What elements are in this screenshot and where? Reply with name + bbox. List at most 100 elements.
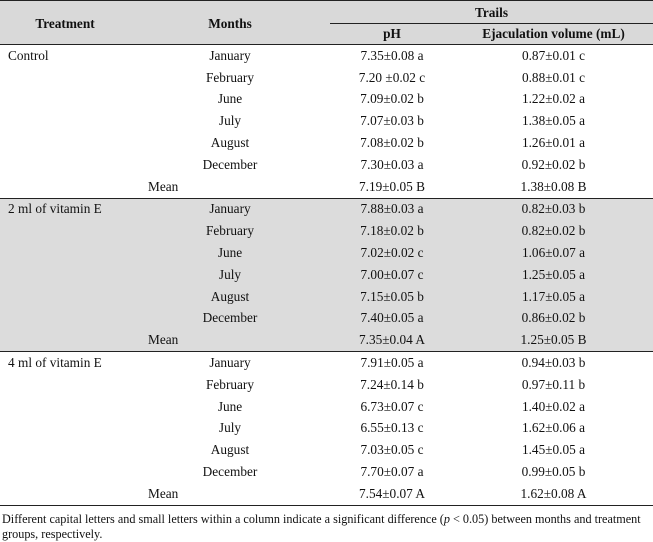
ejaculation-volume-cell: 1.62±0.08 A [520, 485, 587, 501]
treatment-cell [0, 396, 130, 418]
month-cell: August [130, 285, 330, 308]
treatment-cell [0, 418, 130, 440]
table-row: July 7.00±0.07 c 1.25±0.05 a [0, 263, 653, 286]
table-row: August 7.15±0.05 b 1.17±0.05 a [0, 285, 653, 308]
footnote-text-1: Different capital letters and small lett… [2, 511, 444, 526]
ph-cell: 7.35±0.04 A [330, 329, 454, 352]
treatment-cell [0, 89, 130, 111]
ph-cell: 7.18±0.02 b [330, 220, 454, 243]
ejaculation-volume-cell: 0.82±0.03 b [454, 197, 653, 221]
treatment-cell [0, 374, 130, 396]
ph-cell: 7.30±0.03 a [360, 156, 424, 172]
ph-cell: 7.19±0.05 B [358, 178, 426, 194]
month-cell: July [218, 420, 242, 436]
table-row: December 7.30±0.03 a 0.92±0.02 b [0, 154, 653, 176]
ph-cell: 7.70±0.07 a [360, 464, 424, 480]
mean-label: Mean [148, 178, 179, 194]
treatment-cell [0, 285, 130, 308]
ph-cell: 7.03±0.05 c [360, 442, 424, 458]
header-trails: Trails [330, 0, 653, 24]
treatment-cell [0, 67, 130, 89]
month-cell: August [210, 135, 250, 151]
month-cell: January [130, 197, 330, 221]
month-cell: December [202, 156, 258, 172]
ejaculation-volume-cell: 0.94±0.03 b [454, 351, 653, 374]
header-ejaculation-volume: Ejaculation volume (mL) [454, 23, 653, 45]
ejaculation-volume-cell: 0.97±0.11 b [521, 376, 586, 392]
ejaculation-volume-cell: 0.86±0.02 b [454, 307, 653, 330]
month-cell: January [130, 351, 330, 374]
header-months: Months [130, 0, 330, 45]
footnote-p: p [443, 511, 450, 526]
ejaculation-volume-cell: 1.40±0.02 a [521, 398, 586, 414]
treatment-cell [0, 307, 130, 330]
month-cell: June [130, 242, 330, 264]
ejaculation-volume-cell: 1.17±0.05 a [454, 285, 653, 308]
ejaculation-volume-cell: 1.45±0.05 a [521, 442, 586, 458]
month-cell: June [217, 91, 243, 107]
table-row: August 7.03±0.05 c 1.45±0.05 a [0, 439, 653, 461]
ph-cell: 7.00±0.07 c [330, 263, 454, 286]
ph-cell: 7.88±0.03 a [330, 197, 454, 221]
ejaculation-volume-cell: 1.38±0.05 a [521, 113, 586, 129]
table-header: Treatment Months Trails pH Ejaculation v… [0, 0, 653, 45]
ejaculation-volume-cell: 1.62±0.06 a [521, 420, 586, 436]
month-cell: August [210, 442, 250, 458]
ejaculation-volume-cell: 1.22±0.02 a [521, 91, 586, 107]
month-cell: February [206, 69, 254, 85]
treatment-cell [0, 263, 130, 286]
ejaculation-volume-cell: 0.99±0.05 b [521, 464, 586, 480]
ejaculation-volume-cell: 1.25±0.05 B [454, 329, 653, 352]
treatment-cell [0, 461, 130, 483]
results-table: Treatment Months Trails pH Ejaculation v… [0, 0, 653, 506]
mean-label: Mean [130, 329, 330, 352]
month-cell: February [206, 376, 254, 392]
table-row: June 7.09±0.02 b 1.22±0.02 a [0, 89, 653, 111]
table-row: August 7.08±0.02 b 1.26±0.01 a [0, 132, 653, 154]
ph-cell: 6.55±0.13 c [360, 420, 424, 436]
month-cell: December [130, 307, 330, 330]
ph-cell: 7.40±0.05 a [330, 307, 454, 330]
ph-cell: 7.08±0.02 b [360, 135, 424, 151]
table-row: June 6.73±0.07 c 1.40±0.02 a [0, 396, 653, 418]
mean-row: Mean 7.35±0.04 A 1.25±0.05 B [0, 329, 653, 352]
ph-cell: 7.07±0.03 b [360, 113, 424, 129]
table-footnote: Different capital letters and small lett… [0, 506, 653, 542]
table-row: February 7.24±0.14 b 0.97±0.11 b [0, 374, 653, 396]
header-ph: pH [330, 23, 454, 45]
table-row: December 7.70±0.07 a 0.99±0.05 b [0, 461, 653, 483]
month-cell: June [217, 398, 243, 414]
ph-cell: 7.15±0.05 b [330, 285, 454, 308]
month-cell: July [130, 263, 330, 286]
treatment-cell: Control [0, 43, 130, 67]
ph-cell: 7.24±0.14 b [360, 376, 424, 392]
header-treatment: Treatment [0, 0, 130, 45]
ph-cell: 7.20 ±0.02 c [358, 69, 426, 85]
table-row: 4 ml of vitamin E January 7.91±0.05 a 0.94±… [0, 351, 653, 374]
table-row: December 7.40±0.05 a 0.86±0.02 b [0, 307, 653, 330]
ejaculation-volume-cell: 1.25±0.05 a [454, 263, 653, 286]
mean-row: Mean 7.19±0.05 B 1.38±0.08 B [0, 176, 653, 198]
treatment-cell [0, 329, 130, 352]
ph-cell: 7.02±0.02 c [330, 242, 454, 264]
treatment-cell: 2 ml of vitamin E [0, 197, 130, 221]
ejaculation-volume-cell: 0.92±0.02 b [521, 156, 586, 172]
table-row: February 7.18±0.02 b 0.82±0.02 b [0, 220, 653, 243]
mean-label: Mean [148, 485, 179, 501]
table-row: 2 ml of vitamin E January 7.88±0.03 a 0.82±… [0, 197, 653, 221]
ph-cell: 7.09±0.02 b [360, 91, 424, 107]
treatment-cell [0, 242, 130, 264]
month-cell: December [202, 464, 258, 480]
table-row: June 7.02±0.02 c 1.06±0.07 a [0, 242, 653, 264]
month-cell: July [218, 113, 242, 129]
treatment-cell [0, 439, 130, 461]
treatment-cell [0, 176, 130, 198]
treatment-cell: 4 ml of vitamin E [0, 351, 130, 374]
treatment-cell [0, 154, 130, 176]
mean-row: Mean 7.54±0.07 A 1.62±0.08 A [0, 483, 653, 505]
ejaculation-volume-cell: 1.06±0.07 a [454, 242, 653, 264]
treatment-cell [0, 132, 130, 154]
ejaculation-volume-cell: 0.88±0.01 c [521, 69, 586, 85]
month-cell: January [130, 43, 330, 67]
table-row: Control January 7.35±0.08 a 0.87±0.01 c [0, 43, 653, 67]
